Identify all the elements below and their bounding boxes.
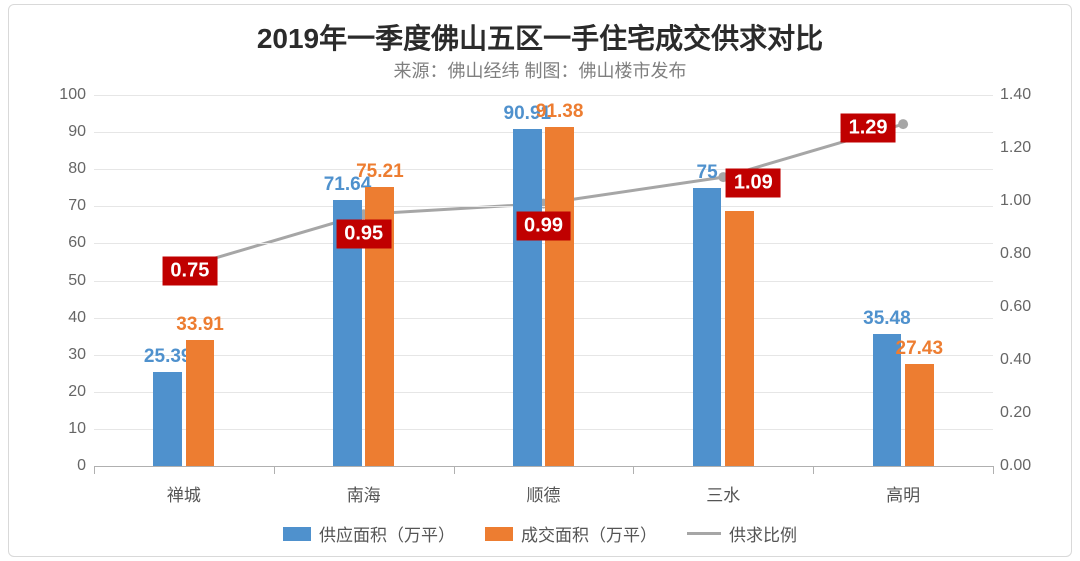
- bar-supply-label: 25.39: [144, 346, 192, 368]
- x-category-label: 南海: [347, 481, 381, 506]
- y-right-tick-label: 0.80: [1000, 245, 1048, 263]
- legend-item-ratio: 供求比例: [687, 521, 797, 546]
- y-left-tick-label: 60: [44, 234, 86, 252]
- legend-line-icon: [687, 532, 721, 535]
- bar-deal-label: 75.21: [356, 161, 404, 183]
- ratio-value-label: 0.95: [336, 220, 391, 249]
- legend: 供应面积（万平） 成交面积（万平） 供求比例: [9, 521, 1071, 546]
- gridline: [94, 281, 993, 282]
- gridline: [94, 318, 993, 319]
- legend-label: 成交面积（万平）: [521, 521, 657, 546]
- bar-deal: [186, 340, 215, 466]
- gridline: [94, 466, 993, 467]
- y-right-tick-label: 1.40: [1000, 86, 1048, 104]
- legend-label: 供应面积（万平）: [319, 521, 455, 546]
- gridline: [94, 95, 993, 96]
- legend-swatch-icon: [485, 527, 513, 541]
- bar-supply: [153, 372, 182, 466]
- ratio-value-label: 1.29: [841, 114, 896, 143]
- gridline: [94, 392, 993, 393]
- y-right-tick-label: 0.60: [1000, 298, 1048, 316]
- ratio-value-label: 0.75: [162, 257, 217, 286]
- y-right-tick-label: 0.00: [1000, 457, 1048, 475]
- x-category-label: 高明: [886, 481, 920, 506]
- bar-deal-label: 33.91: [176, 314, 224, 336]
- x-tick: [813, 466, 814, 474]
- x-tick: [633, 466, 634, 474]
- legend-item-supply: 供应面积（万平）: [283, 521, 455, 546]
- legend-swatch-icon: [283, 527, 311, 541]
- x-category-label: 顺德: [527, 481, 561, 506]
- x-tick: [94, 466, 95, 474]
- x-category-label: 三水: [706, 481, 740, 506]
- gridline: [94, 355, 993, 356]
- y-left-tick-label: 70: [44, 197, 86, 215]
- y-left-tick-label: 10: [44, 420, 86, 438]
- y-right-tick-label: 0.20: [1000, 404, 1048, 422]
- bar-supply-label: 75: [697, 162, 718, 184]
- y-left-tick-label: 20: [44, 383, 86, 401]
- bar-deal: [905, 364, 934, 466]
- legend-label: 供求比例: [729, 521, 797, 546]
- y-left-tick-label: 100: [44, 86, 86, 104]
- ratio-line: [184, 124, 903, 267]
- legend-item-deal: 成交面积（万平）: [485, 521, 657, 546]
- x-tick: [993, 466, 994, 474]
- x-category-label: 禅城: [167, 481, 201, 506]
- ratio-value-label: 1.09: [726, 169, 781, 198]
- chart-subtitle: 来源：佛山经纬 制图：佛山楼市发布: [39, 57, 1041, 83]
- gridline: [94, 169, 993, 170]
- plot-area: 01020304050607080901000.000.200.400.600.…: [94, 95, 993, 466]
- bar-deal-label: 91.38: [536, 101, 584, 123]
- ratio-value-label: 0.99: [516, 211, 571, 240]
- gridline: [94, 429, 993, 430]
- bar-supply-label: 35.48: [863, 308, 911, 330]
- bar-supply: [513, 129, 542, 466]
- chart-title: 2019年一季度佛山五区一手住宅成交供求对比: [39, 17, 1041, 57]
- gridline: [94, 206, 993, 207]
- chart-container: 2019年一季度佛山五区一手住宅成交供求对比 来源：佛山经纬 制图：佛山楼市发布…: [8, 4, 1072, 557]
- x-tick: [454, 466, 455, 474]
- y-left-tick-label: 90: [44, 123, 86, 141]
- y-left-tick-label: 80: [44, 160, 86, 178]
- x-tick: [274, 466, 275, 474]
- y-left-tick-label: 30: [44, 346, 86, 364]
- bar-supply: [693, 188, 722, 466]
- y-right-tick-label: 1.00: [1000, 192, 1048, 210]
- y-left-tick-label: 0: [44, 457, 86, 475]
- bar-deal: [545, 127, 574, 466]
- y-left-tick-label: 40: [44, 309, 86, 327]
- ratio-marker: [898, 119, 908, 129]
- y-right-tick-label: 0.40: [1000, 351, 1048, 369]
- gridline: [94, 243, 993, 244]
- bar-deal: [725, 211, 754, 466]
- bar-deal-label: 27.43: [896, 338, 944, 360]
- y-right-tick-label: 1.20: [1000, 139, 1048, 157]
- y-left-tick-label: 50: [44, 272, 86, 290]
